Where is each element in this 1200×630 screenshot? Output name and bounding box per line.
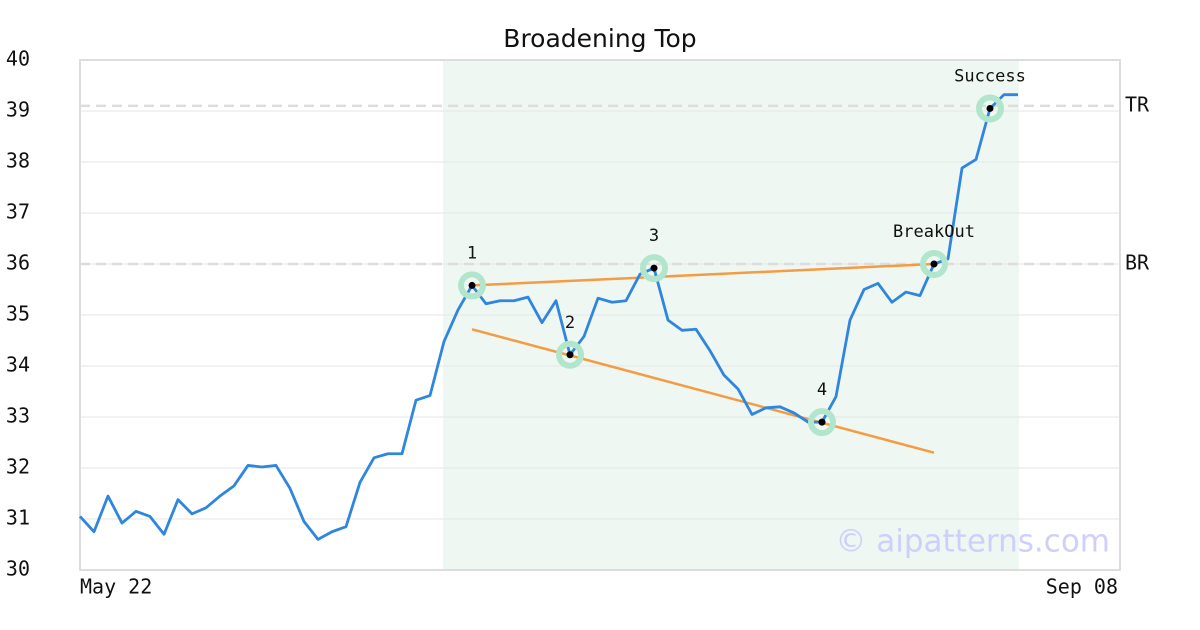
y-tick-label: 36 [6, 251, 30, 275]
annotation-halo [976, 94, 1004, 123]
annotation-label: BreakOut [893, 222, 975, 242]
plot-frame [79, 59, 1121, 571]
annotation-halo [808, 408, 836, 437]
y-tick-label: 32 [6, 455, 30, 479]
x-tick-label: Sep 08 [1046, 575, 1118, 599]
annotation-label: 2 [565, 313, 575, 333]
watermark: © aipatterns.com [835, 524, 1110, 560]
reference-label: TR [1125, 92, 1150, 116]
annotation-halo [920, 250, 948, 278]
trendline [471, 328, 935, 454]
y-tick-label: 37 [6, 200, 30, 224]
y-tick-label: 31 [6, 506, 30, 530]
annotation-label: Success [954, 66, 1026, 86]
y-tick-label: 39 [6, 98, 30, 122]
y-tick-label: 33 [6, 404, 30, 428]
annotation-dot [468, 281, 476, 289]
reference-label: BR [1125, 251, 1150, 275]
chart-title: Broadening Top [503, 24, 696, 53]
annotation-dot [930, 260, 938, 268]
annotation-dot [986, 104, 994, 112]
annotation-dot [566, 351, 574, 359]
price-line [78, 93, 1018, 541]
x-tick-label: May 22 [80, 575, 152, 599]
y-tick-label: 40 [6, 47, 30, 71]
annotation-dot [818, 418, 826, 426]
annotation-halo [458, 271, 486, 300]
annotation-label: 1 [467, 243, 477, 263]
y-tick-label: 34 [6, 353, 30, 377]
y-tick-label: 35 [6, 302, 30, 326]
annotation-label: 4 [817, 380, 827, 400]
annotation-halo [556, 340, 584, 369]
trendline [471, 262, 935, 287]
annotation-label: 3 [649, 226, 659, 246]
y-tick-label: 30 [6, 557, 30, 581]
annotation-dot [650, 264, 658, 272]
y-tick-label: 38 [6, 149, 30, 173]
annotation-halo [640, 254, 668, 283]
